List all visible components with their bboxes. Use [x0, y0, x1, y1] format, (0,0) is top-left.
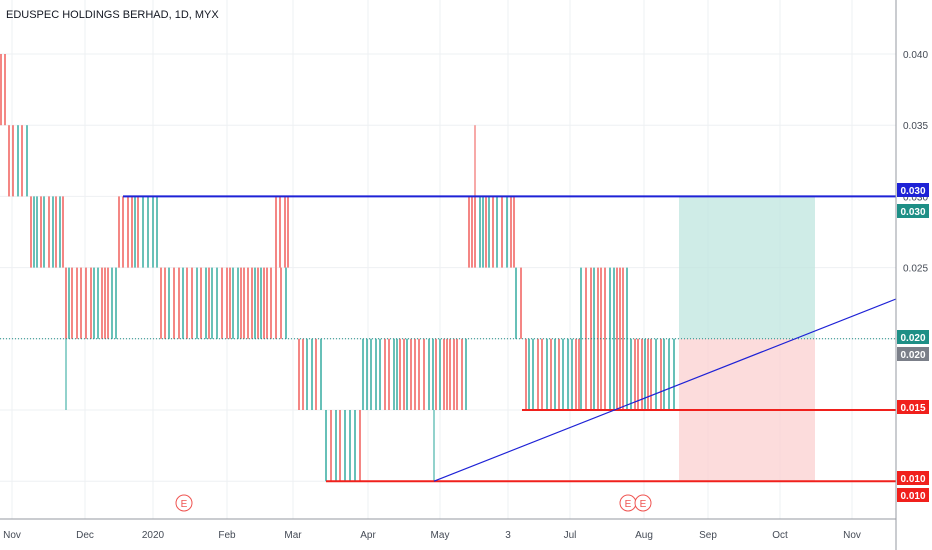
x-tick-label: Jul — [564, 530, 577, 541]
price-tag-box — [897, 204, 929, 218]
profit-zone — [679, 196, 815, 339]
earnings-event-marker: E — [175, 494, 193, 512]
price-tag: 0.010 — [897, 471, 929, 485]
y-tick-label: 0.035 — [903, 121, 928, 132]
price-tag: 0.030 — [897, 204, 929, 218]
x-tick-label: Sep — [699, 530, 717, 541]
price-tag-label: 0.020 — [900, 350, 925, 361]
earnings-event-circle — [175, 494, 193, 512]
earnings-event-label: E — [625, 499, 632, 510]
price-tag-box — [897, 347, 929, 361]
x-tick-label: Aug — [635, 530, 653, 541]
y-tick-label: 0.025 — [903, 264, 928, 275]
price-tag-box — [897, 400, 929, 414]
price-tag: 0.015 — [897, 400, 929, 414]
x-tick-label: Oct — [772, 530, 788, 541]
price-tag-label: 0.010 — [900, 474, 925, 485]
earnings-event-circle — [634, 494, 652, 512]
earnings-event-label: E — [640, 499, 647, 510]
price-tag-label: 0.020 — [900, 333, 925, 344]
price-tag-label: 0.030 — [900, 186, 925, 197]
price-tag: 0.030 — [897, 183, 929, 197]
price-tag: 0.020 — [897, 347, 929, 361]
x-tick-label: Nov — [3, 530, 21, 541]
x-tick-label: Dec — [76, 530, 94, 541]
price-tag: 0.010 — [897, 488, 929, 502]
price-tag-label: 0.030 — [900, 207, 925, 218]
x-tick-label: Feb — [218, 530, 236, 541]
price-tag: 0.020 — [897, 330, 929, 344]
price-tag-box — [897, 330, 929, 344]
x-tick-label: Apr — [360, 530, 376, 541]
price-tag-box — [897, 488, 929, 502]
price-tag-label: 0.010 — [900, 491, 925, 502]
price-tag-box — [897, 183, 929, 197]
trend-line — [433, 298, 897, 482]
earnings-event-label: E — [181, 499, 188, 510]
earnings-event-marker: E — [619, 494, 637, 512]
price-tag-box — [897, 471, 929, 485]
earnings-event-marker: E — [634, 494, 652, 512]
x-tick-label: May — [431, 530, 450, 541]
x-tick-label: 3 — [505, 530, 511, 541]
x-tick-label: Nov — [843, 530, 861, 541]
y-tick-label: 0.030 — [903, 192, 928, 203]
x-tick-label: Mar — [284, 530, 302, 541]
x-tick-label: 2020 — [142, 530, 165, 541]
price-tag-label: 0.015 — [900, 403, 925, 414]
y-tick-label: 0.040 — [903, 50, 928, 61]
chart-title: EDUSPEC HOLDINGS BERHAD, 1D, MYX — [6, 9, 219, 21]
